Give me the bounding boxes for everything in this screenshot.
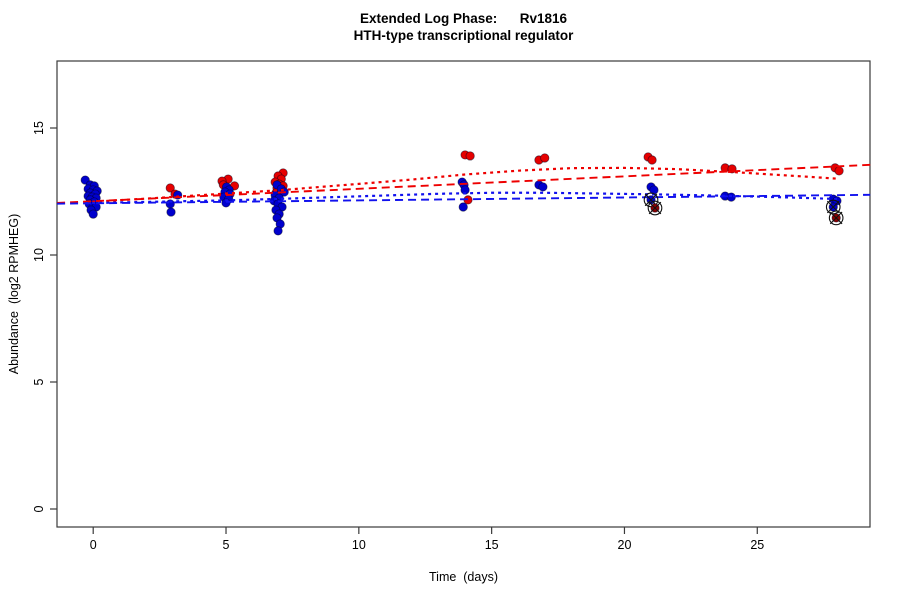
x-tick-label: 10 — [352, 538, 366, 552]
x-tick-label: 15 — [485, 538, 499, 552]
flag-circle-x-icon — [828, 210, 844, 226]
y-tick-label: 15 — [32, 121, 46, 135]
chart-title-line-1: Extended Log Phase: Rv1816 — [359, 11, 568, 26]
blue-smooth-fit — [85, 191, 840, 205]
y-axis-label: Abundance (log2 RPMHEG) — [7, 213, 21, 375]
chart-title-block: Extended Log Phase: Rv1816 HTH-type tran… — [57, 10, 870, 44]
x-tick-label: 20 — [618, 538, 632, 552]
blue-linear-fit — [57, 193, 871, 205]
y-tick-label: 10 — [32, 248, 46, 262]
flag-circle-x-icon — [648, 201, 662, 215]
data-point-red-condition — [540, 153, 550, 163]
flag-circle-x-icon — [825, 199, 841, 215]
flag-circle-x-icon — [829, 211, 843, 225]
red-smooth-fit — [85, 166, 840, 204]
data-point-blue-condition — [458, 202, 468, 212]
flag-circle-x-icon — [647, 200, 663, 216]
x-tick-label: 0 — [90, 538, 97, 552]
x-axis-label: Time (days) — [429, 570, 498, 584]
data-point-blue-condition — [166, 207, 176, 217]
data-point-red-condition — [165, 183, 175, 193]
plot-box — [56, 60, 871, 528]
x-tick-label: 5 — [223, 538, 230, 552]
data-point-blue-condition — [538, 182, 548, 192]
flag-circle-x-icon — [826, 200, 840, 214]
y-tick-label: 5 — [32, 378, 46, 385]
data-point-red-condition — [834, 166, 844, 176]
data-point-blue-condition — [273, 226, 283, 236]
data-point-red-condition — [647, 155, 657, 165]
chart-title-line-2: HTH-type transcriptional regulator — [353, 28, 574, 43]
x-tick-label: 25 — [750, 538, 764, 552]
data-point-blue-condition — [88, 209, 98, 219]
flag-circle-x-icon — [644, 193, 658, 207]
y-tick-label: 0 — [32, 505, 46, 512]
data-point-red-condition — [465, 151, 475, 161]
